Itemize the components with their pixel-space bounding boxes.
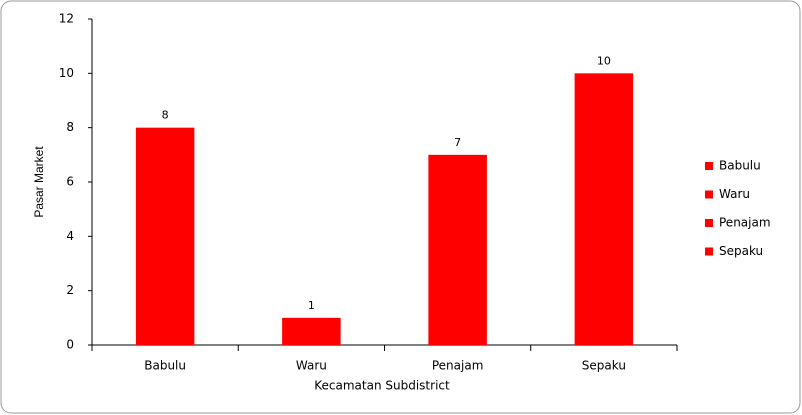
- y-axis-label: Pasar Market: [32, 146, 46, 218]
- x-tick-label: Waru: [296, 359, 327, 373]
- x-tick-label: Penajam: [432, 359, 484, 373]
- legend-label: Sepaku: [719, 244, 763, 258]
- legend-swatch: [705, 162, 713, 170]
- x-tick-label: Babulu: [144, 359, 186, 373]
- legend-label: Waru: [719, 187, 750, 201]
- data-label: 7: [454, 136, 461, 149]
- bar: [428, 154, 487, 345]
- y-tick-label: 12: [59, 12, 74, 26]
- y-tick-label: 8: [66, 120, 74, 134]
- data-label: 1: [308, 299, 315, 312]
- bar: [135, 127, 195, 346]
- legend-label: Babulu: [719, 159, 761, 173]
- y-tick-label: 0: [66, 338, 74, 352]
- data-label: 8: [162, 109, 169, 122]
- y-tick-label: 2: [66, 283, 74, 297]
- y-tick-label: 10: [59, 66, 74, 80]
- legend-swatch: [705, 190, 713, 199]
- bar: [282, 317, 341, 345]
- y-tick-label: 4: [66, 229, 74, 243]
- y-tick-label: 6: [66, 175, 74, 189]
- x-axis-label: Kecamatan Subdistrict: [314, 379, 450, 393]
- legend-swatch: [705, 247, 713, 256]
- bar: [574, 73, 634, 345]
- data-label: 10: [597, 54, 611, 67]
- legend-swatch: [705, 219, 713, 227]
- x-tick-label: Sepaku: [582, 359, 626, 373]
- legend-label: Penajam: [719, 216, 771, 230]
